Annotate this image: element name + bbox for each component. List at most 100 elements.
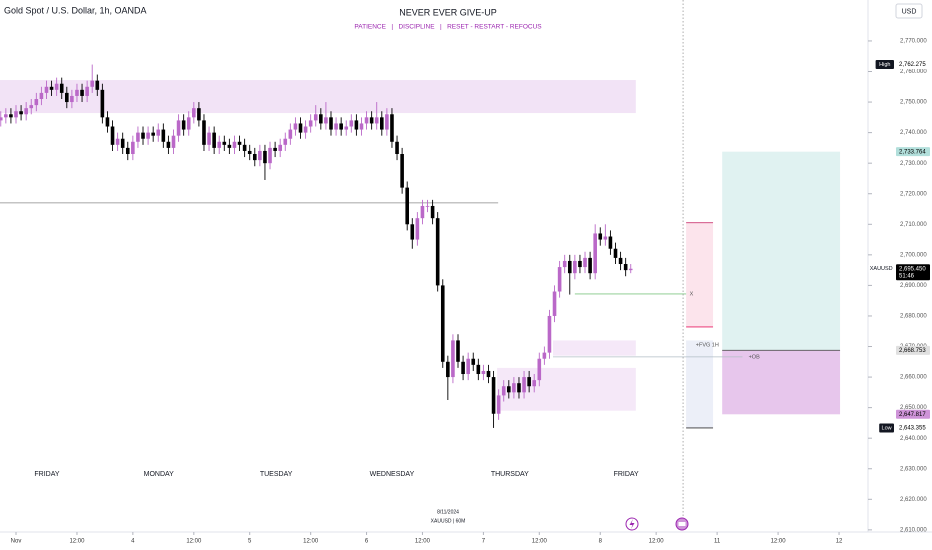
candle-body (313, 114, 318, 121)
candle-body (308, 120, 313, 127)
candle-body (385, 114, 389, 130)
candle-body (192, 108, 196, 118)
y-tick-label: 2,680.000 (900, 314, 927, 320)
day-label: MONDAY (144, 471, 175, 478)
x-tick-label: 12 (836, 539, 843, 545)
candle-body (557, 267, 562, 292)
price-tag-sub: 51:46 (899, 273, 915, 279)
price-tag (896, 345, 930, 355)
zone (686, 222, 714, 327)
x-tick-label: 12:00 (186, 539, 202, 545)
candle-body (598, 233, 603, 240)
day-label: TUESDAY (260, 471, 293, 478)
candle-body (451, 340, 455, 378)
candle-body (395, 141, 399, 155)
candle-body (588, 257, 592, 274)
icon[interactable] (625, 517, 639, 531)
candle-body (258, 150, 262, 161)
candle-body (232, 141, 237, 148)
price-tag (896, 423, 930, 433)
candle-body (171, 135, 176, 148)
candle-body (567, 260, 572, 274)
candle-body (278, 144, 282, 151)
candle-body (141, 132, 145, 139)
candle-body (613, 248, 618, 258)
candle-body (156, 129, 161, 136)
candle-body (293, 123, 298, 130)
candle-body (369, 117, 374, 124)
candle-body (75, 89, 79, 96)
candle-body (90, 80, 95, 87)
y-tick-label: 2,700.000 (900, 252, 927, 258)
candle-body (481, 370, 486, 375)
candle-body (608, 236, 613, 249)
candle-body (263, 150, 267, 164)
zone (722, 350, 841, 415)
price-tag-label: 2,668.753 (899, 348, 926, 354)
y-tick-label: 2,720.000 (900, 191, 927, 197)
price-tag-name-bg (879, 423, 894, 433)
candle-body (227, 144, 232, 148)
price-tag-name: XAUUSD (870, 266, 893, 272)
candle-body (176, 120, 181, 136)
candle-body (522, 377, 526, 393)
candle-body (70, 95, 74, 103)
price-tag-label: 2,643.355 (899, 426, 926, 432)
headline: NEVER EVER GIVE-UP (399, 7, 497, 17)
candle-body (120, 138, 125, 148)
annotation: +OB (749, 354, 760, 360)
x-tick-label: 12:00 (649, 539, 665, 545)
candle-body (136, 132, 140, 142)
candle-body (181, 120, 186, 130)
candle-body (344, 126, 349, 130)
candle-body (212, 132, 216, 148)
x-tick-label: 12:00 (771, 539, 787, 545)
candle-body (486, 370, 491, 378)
day-label: FRIDAY (34, 471, 59, 478)
candle-body (131, 141, 135, 155)
currency-box[interactable] (895, 3, 923, 19)
y-tick-label: 2,740.000 (900, 130, 927, 136)
x-tick-label: 7 (482, 539, 486, 545)
x-tick-label: 4 (131, 539, 135, 545)
y-tick-label: 2,620.000 (900, 497, 927, 503)
price-tag-label: 2,762.275 (899, 62, 926, 68)
candle-body (288, 129, 293, 139)
candle-body (237, 141, 242, 145)
candle-body (618, 257, 623, 265)
x-tick-label: Nov (11, 539, 22, 545)
candle-body (303, 126, 308, 133)
candle-body (161, 129, 166, 142)
price-tag (896, 409, 930, 419)
candle-body (466, 358, 470, 375)
candle-body (247, 150, 252, 155)
candle-body (547, 315, 552, 353)
candle-body (44, 86, 49, 93)
candle-body (364, 117, 369, 124)
candle-body (420, 205, 425, 219)
candle-body (65, 92, 69, 103)
candle-body (349, 120, 354, 127)
candle-body (623, 264, 628, 271)
candle-body (517, 383, 521, 393)
candle-body (507, 386, 511, 393)
annotation: X (690, 291, 694, 297)
candle-body (532, 380, 537, 387)
candle-body (425, 205, 430, 207)
price-tag-label: 2,647.817 (899, 412, 926, 418)
plot: X +FVG 1H +OB FRIDAY MONDAY TUESDAY WEDNESDAY T… (0, 0, 841, 532)
candle-body (471, 358, 476, 365)
candle-body (496, 395, 501, 414)
candle-body (283, 138, 288, 145)
candle-body (501, 386, 506, 396)
footer-date: 8/11/2024 (437, 509, 459, 515)
icon[interactable] (675, 517, 689, 531)
y-tick-label: 2,770.000 (900, 39, 927, 45)
x-tick-label: 12:00 (69, 539, 85, 545)
x-tick-label: 6 (365, 539, 369, 545)
candle-body (339, 123, 343, 130)
x-tick-label: 12:00 (415, 539, 431, 545)
candle-body (298, 123, 303, 133)
candle-body (49, 86, 54, 90)
